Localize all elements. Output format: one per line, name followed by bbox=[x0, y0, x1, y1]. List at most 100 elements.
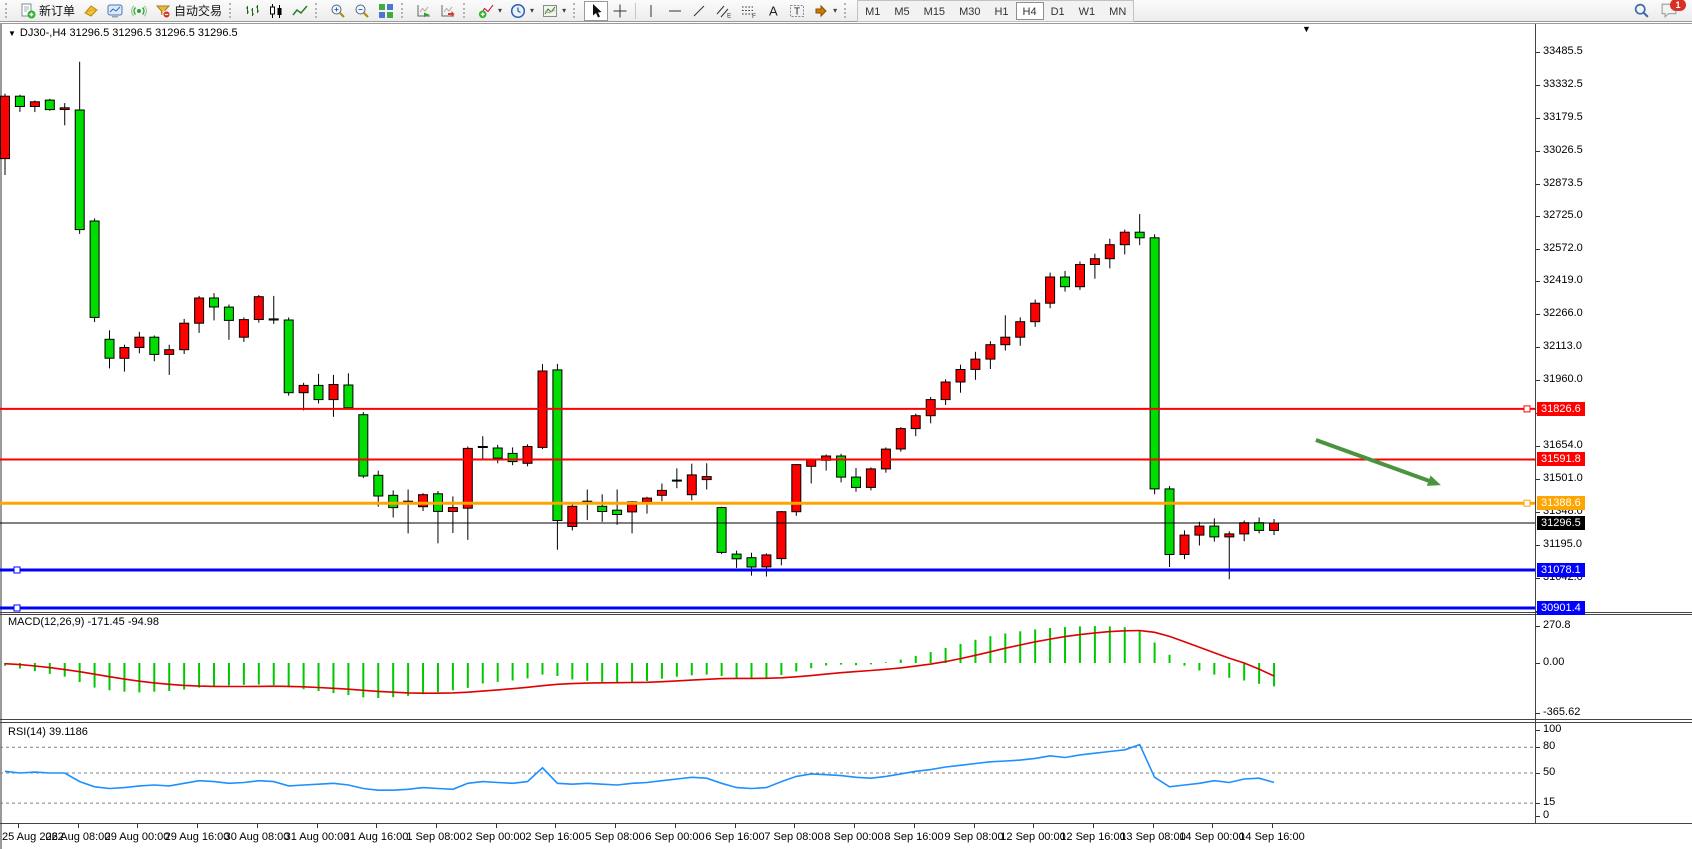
fibonacci-icon: F bbox=[740, 3, 757, 19]
zoom-in-button[interactable] bbox=[326, 1, 350, 21]
search-icon bbox=[1633, 2, 1650, 19]
zoom-out-button[interactable] bbox=[350, 1, 374, 21]
price-axis-tick bbox=[1536, 380, 1540, 381]
candlestick-chart-button[interactable] bbox=[264, 1, 288, 21]
auto-scroll-button[interactable] bbox=[412, 1, 436, 21]
pane-separator[interactable] bbox=[0, 722, 1692, 723]
indicators-button[interactable]: ▾ bbox=[474, 1, 506, 21]
price-axis-tick bbox=[1536, 216, 1540, 217]
rsi-label: RSI(14) 39.1186 bbox=[8, 726, 88, 738]
search-button[interactable] bbox=[1629, 1, 1654, 21]
chart-title: ▼ DJ30-,H4 31296.5 31296.5 31296.5 31296.… bbox=[8, 27, 244, 39]
macd-axis-tick bbox=[1536, 663, 1540, 664]
vertical-line-icon bbox=[643, 3, 659, 19]
price-line-badge: 30901.4 bbox=[1537, 601, 1585, 615]
timeframe-button-mn[interactable]: MN bbox=[1109, 5, 1127, 18]
indicators-icon bbox=[478, 3, 494, 19]
arrows-tool-button[interactable]: ▾ bbox=[809, 1, 841, 21]
tile-windows-button[interactable] bbox=[374, 1, 398, 21]
channel-tool-button[interactable]: E bbox=[711, 1, 736, 21]
vertical-line-tool-button[interactable] bbox=[639, 1, 663, 21]
new-order-label: 新订单 bbox=[39, 4, 76, 18]
time-axis-label: 31 Aug 00:00 bbox=[284, 831, 350, 843]
price-axis-tick bbox=[1536, 184, 1540, 185]
pane-separator[interactable] bbox=[0, 612, 1692, 613]
price-axis-tick bbox=[1536, 347, 1540, 348]
crosshair-tool-button[interactable] bbox=[608, 1, 632, 21]
rsi-axis-tick bbox=[1536, 803, 1540, 804]
trendline-tool-button[interactable] bbox=[687, 1, 711, 21]
chart-end-marker-icon[interactable]: ▼ bbox=[1302, 24, 1311, 34]
trend-arrow-annotation[interactable] bbox=[1315, 438, 1441, 486]
styler-button[interactable] bbox=[79, 1, 103, 21]
rsi-axis-tick bbox=[1536, 773, 1540, 774]
chart-title-marker-icon[interactable]: ▼ bbox=[8, 29, 16, 38]
main-toolbar: 新订单 自动交易 ▾ bbox=[0, 0, 1692, 22]
timeframe-button-m15[interactable]: M15 bbox=[923, 5, 946, 18]
macd-axis-tick bbox=[1536, 713, 1540, 714]
time-axis-label: 13 Sep 08:00 bbox=[1120, 831, 1186, 843]
chart-shift-button[interactable] bbox=[436, 1, 460, 21]
window-top-border bbox=[0, 23, 1692, 24]
toolbar-grip bbox=[229, 3, 237, 18]
macd-axis-tick bbox=[1536, 626, 1540, 627]
auto-trading-button[interactable]: 自动交易 bbox=[151, 1, 226, 21]
timeframe-button-w1[interactable]: W1 bbox=[1078, 5, 1096, 18]
time-axis-tick bbox=[735, 824, 736, 828]
time-axis-tick bbox=[1093, 824, 1094, 828]
templates-button[interactable]: ▾ bbox=[538, 1, 570, 21]
timeframe-button-d1[interactable]: D1 bbox=[1050, 5, 1065, 18]
price-axis-tick bbox=[1536, 512, 1540, 513]
notifications-button[interactable]: 1 bbox=[1660, 0, 1686, 20]
cursor-tool-button[interactable] bbox=[584, 0, 609, 21]
time-axis-tick bbox=[1153, 824, 1154, 828]
notification-badge: 1 bbox=[1670, 0, 1686, 11]
price-axis-tick bbox=[1536, 151, 1540, 152]
rsi-plot[interactable] bbox=[0, 723, 1692, 823]
pane-separator[interactable] bbox=[0, 719, 1692, 720]
text-label-tool-button[interactable]: T bbox=[785, 1, 809, 21]
horizontal-line-tool-button[interactable] bbox=[663, 1, 687, 21]
line-chart-button[interactable] bbox=[288, 1, 312, 21]
price-axis-tick bbox=[1536, 52, 1540, 53]
text-tool-button[interactable]: A bbox=[761, 1, 785, 21]
timeframe-button-h1[interactable]: H1 bbox=[994, 5, 1009, 18]
auto-trading-label: 自动交易 bbox=[174, 4, 223, 18]
price-axis-label: 31195.0 bbox=[1543, 538, 1582, 550]
pane-separator[interactable] bbox=[0, 614, 1692, 615]
svg-text:E: E bbox=[727, 12, 732, 19]
new-order-button[interactable]: 新订单 bbox=[16, 1, 79, 21]
timeframe-button-m5[interactable]: M5 bbox=[894, 5, 910, 18]
rsi-axis-label: 80 bbox=[1543, 740, 1556, 752]
signals-button[interactable] bbox=[127, 1, 151, 21]
price-line-badge: 31388.6 bbox=[1537, 496, 1585, 510]
line-chart-icon bbox=[292, 3, 308, 19]
time-axis-label: 30 Aug 08:00 bbox=[224, 831, 290, 843]
time-axis-label: 7 Sep 08:00 bbox=[764, 831, 824, 843]
line-handle[interactable] bbox=[13, 566, 21, 574]
time-axis-label: 25 Aug 2022 bbox=[2, 831, 64, 843]
text-label-icon: T bbox=[789, 3, 805, 19]
clock-icon bbox=[510, 3, 526, 19]
main-chart-plot[interactable] bbox=[0, 24, 1692, 612]
line-handle[interactable] bbox=[1523, 499, 1531, 507]
indicators-caret: ▾ bbox=[498, 6, 503, 15]
periods-button[interactable]: ▾ bbox=[506, 1, 538, 21]
svg-text:A: A bbox=[769, 3, 778, 18]
price-axis-label: 33332.5 bbox=[1543, 78, 1583, 90]
toolbar-grip bbox=[5, 3, 13, 18]
price-axis-label: 32266.0 bbox=[1543, 307, 1583, 319]
time-axis-tick bbox=[854, 824, 855, 828]
timeframe-button-m1[interactable]: M1 bbox=[865, 5, 881, 18]
macd-plot[interactable] bbox=[0, 615, 1692, 719]
price-axis-label: 32113.0 bbox=[1543, 340, 1582, 352]
timeframe-button-h4[interactable]: H4 bbox=[1015, 1, 1044, 20]
line-handle[interactable] bbox=[13, 604, 21, 612]
terminal-button[interactable] bbox=[103, 1, 127, 21]
time-axis-label: 8 Sep 00:00 bbox=[824, 831, 884, 843]
fibonacci-tool-button[interactable]: F bbox=[736, 1, 761, 21]
bar-chart-button[interactable] bbox=[240, 1, 264, 21]
timeframe-button-m30[interactable]: M30 bbox=[959, 5, 981, 18]
line-handle[interactable] bbox=[1523, 405, 1531, 413]
rsi-axis-label: 50 bbox=[1543, 766, 1556, 778]
